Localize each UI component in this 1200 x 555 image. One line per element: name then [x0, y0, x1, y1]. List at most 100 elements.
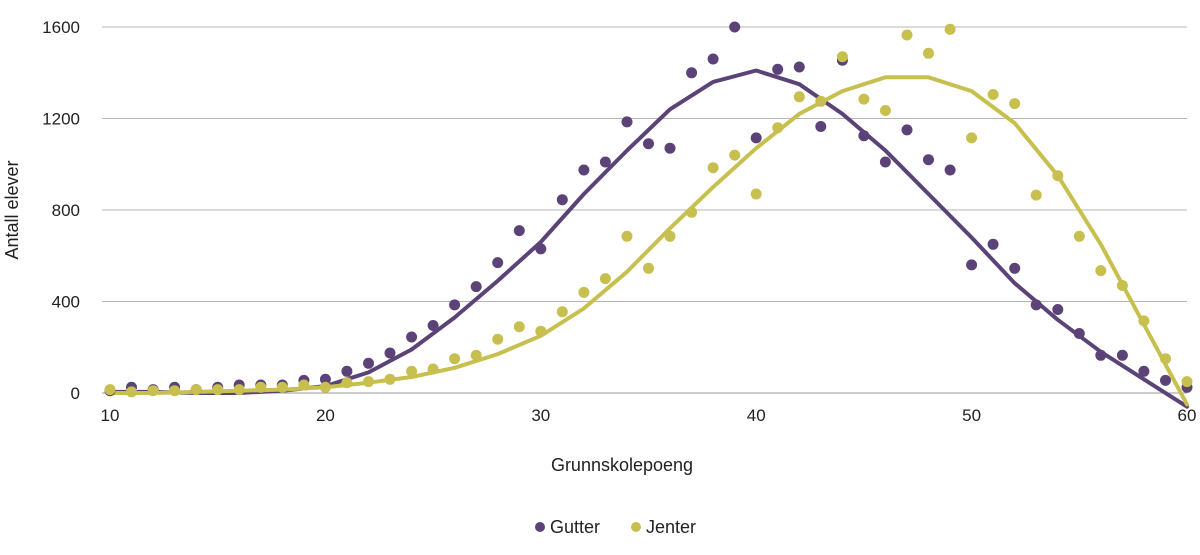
- data-point-gutter: [535, 243, 547, 255]
- data-point-jenter: [793, 91, 805, 103]
- data-point-jenter: [750, 188, 762, 200]
- y-tick-label: 800: [52, 201, 80, 220]
- data-point-jenter: [836, 51, 848, 63]
- data-point-gutter: [858, 130, 870, 142]
- data-point-jenter: [599, 273, 611, 285]
- data-point-jenter: [255, 381, 267, 393]
- data-point-jenter: [147, 385, 159, 397]
- data-point-jenter: [449, 353, 461, 365]
- data-point-jenter: [664, 230, 676, 242]
- data-point-gutter: [815, 121, 827, 132]
- y-tick-label: 400: [52, 293, 80, 312]
- data-point-jenter: [1181, 376, 1193, 388]
- trend-line-jenter: [108, 75, 1189, 407]
- data-point-jenter: [513, 321, 525, 333]
- data-point-gutter: [1052, 304, 1064, 315]
- data-point-jenter: [1073, 230, 1085, 242]
- data-point-gutter: [879, 156, 891, 168]
- data-point-gutter: [1095, 349, 1107, 361]
- data-point-jenter: [707, 162, 719, 174]
- data-points: [104, 21, 1193, 398]
- data-point-gutter: [384, 347, 396, 359]
- data-point-gutter: [987, 238, 999, 250]
- data-point-gutter: [578, 164, 590, 176]
- data-point-gutter: [772, 63, 784, 75]
- data-point-jenter: [578, 286, 590, 298]
- data-point-jenter: [319, 381, 331, 393]
- x-tick-label: 20: [316, 406, 335, 425]
- legend-label-jenter: Jenter: [646, 517, 696, 537]
- data-point-gutter: [1030, 299, 1042, 311]
- data-point-jenter: [1095, 265, 1107, 277]
- y-tick-label: 1600: [42, 18, 80, 37]
- data-point-jenter: [427, 363, 439, 375]
- data-point-gutter: [686, 67, 698, 79]
- data-point-jenter: [1116, 280, 1128, 291]
- data-point-gutter: [449, 299, 461, 311]
- data-point-jenter: [966, 132, 978, 144]
- data-point-jenter: [126, 386, 137, 398]
- data-point-gutter: [1160, 374, 1171, 386]
- gridlines: [102, 26, 1187, 394]
- data-point-jenter: [298, 379, 310, 391]
- data-point-jenter: [233, 384, 245, 396]
- data-point-jenter: [858, 93, 870, 105]
- data-point-gutter: [643, 138, 654, 150]
- x-tick-label: 40: [747, 406, 766, 425]
- data-point-jenter: [1052, 170, 1064, 182]
- data-point-jenter: [190, 384, 202, 396]
- data-point-jenter: [686, 206, 698, 218]
- data-point-gutter: [1073, 328, 1085, 339]
- data-point-jenter: [1160, 353, 1171, 365]
- data-point-gutter: [793, 61, 805, 73]
- data-point-jenter: [944, 23, 956, 35]
- data-point-jenter: [772, 122, 784, 134]
- data-point-gutter: [966, 259, 978, 271]
- x-tick-label: 50: [962, 406, 981, 425]
- y-tick-label: 0: [71, 384, 80, 403]
- data-point-jenter: [1138, 315, 1150, 327]
- y-tick-label: 1200: [42, 110, 80, 129]
- data-point-jenter: [276, 381, 288, 393]
- data-point-gutter: [406, 331, 418, 343]
- data-point-gutter: [319, 373, 331, 385]
- y-axis-title: Antall elever: [2, 160, 22, 259]
- data-point-gutter: [1116, 349, 1128, 361]
- data-point-jenter: [212, 384, 224, 396]
- x-tick-label: 10: [101, 406, 120, 425]
- data-point-jenter: [621, 230, 633, 242]
- trend-line-gutter: [108, 68, 1189, 409]
- data-point-gutter: [599, 156, 611, 168]
- trend-lines: [108, 68, 1189, 409]
- data-point-gutter: [707, 53, 719, 65]
- data-point-jenter: [104, 384, 116, 396]
- data-point-jenter: [492, 333, 504, 345]
- data-point-gutter: [341, 365, 353, 377]
- data-point-jenter: [556, 306, 568, 318]
- data-point-jenter: [1009, 98, 1021, 110]
- data-point-jenter: [987, 89, 999, 100]
- data-point-gutter: [901, 124, 913, 136]
- data-point-gutter: [664, 142, 676, 154]
- legend-marker-gutter: [535, 522, 545, 532]
- data-point-gutter: [1138, 365, 1150, 377]
- data-point-gutter: [363, 357, 374, 369]
- data-point-jenter: [879, 105, 891, 116]
- data-point-jenter: [363, 376, 374, 388]
- legend-marker-jenter: [631, 522, 641, 532]
- data-point-jenter: [901, 29, 913, 41]
- data-point-gutter: [427, 320, 439, 331]
- data-point-gutter: [556, 194, 568, 206]
- x-axis-title: Grunnskolepoeng: [551, 455, 693, 475]
- y-tick-labels: 0 400 800 1200 1600: [42, 18, 80, 403]
- x-tick-label: 30: [531, 406, 550, 425]
- data-point-jenter: [470, 349, 482, 361]
- data-point-gutter: [923, 154, 934, 166]
- data-point-jenter: [1030, 189, 1042, 201]
- data-point-jenter: [923, 47, 934, 59]
- data-point-jenter: [341, 377, 353, 389]
- data-point-jenter: [406, 365, 418, 377]
- data-point-gutter: [750, 132, 762, 144]
